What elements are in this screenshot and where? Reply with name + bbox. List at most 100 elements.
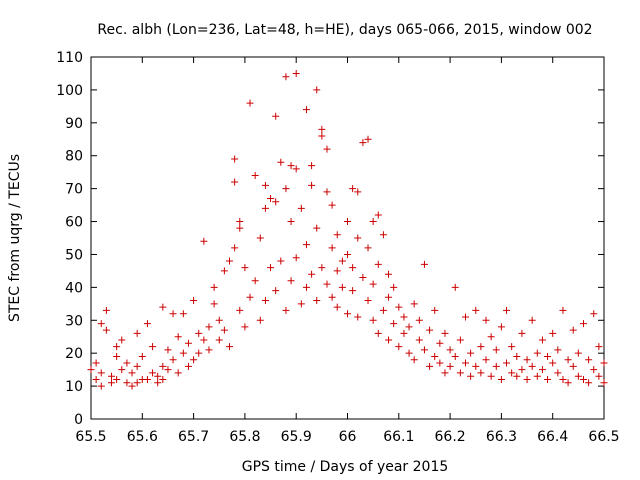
x-axis-label: GPS time / Days of year 2015 <box>242 459 449 475</box>
data-point <box>523 356 531 364</box>
data-point <box>379 306 387 314</box>
data-point <box>328 201 336 209</box>
data-point <box>118 366 126 374</box>
data-point <box>97 320 105 328</box>
data-point <box>220 326 228 334</box>
data-point <box>297 204 305 212</box>
data-point <box>497 323 505 331</box>
data-point <box>328 293 336 301</box>
data-point <box>133 329 141 337</box>
data-point <box>554 369 562 377</box>
data-point <box>420 346 428 354</box>
data-point <box>456 369 464 377</box>
data-point <box>205 323 213 331</box>
data-point <box>338 257 346 265</box>
data-point <box>282 185 290 193</box>
data-point <box>118 336 126 344</box>
data-point <box>518 329 526 337</box>
data-point <box>405 349 413 357</box>
data-point <box>164 346 172 354</box>
data-point <box>256 316 264 324</box>
y-tick-label: 40 <box>65 280 83 296</box>
data-point <box>210 300 218 308</box>
data-point <box>149 343 157 351</box>
data-point <box>159 303 167 311</box>
data-point <box>492 346 500 354</box>
y-tick-label: 30 <box>65 313 83 329</box>
data-point <box>313 86 321 94</box>
data-point <box>400 329 408 337</box>
data-point <box>128 382 136 390</box>
data-point <box>477 343 485 351</box>
data-point <box>467 349 475 357</box>
data-point <box>231 244 239 252</box>
data-point <box>313 224 321 232</box>
data-point <box>184 362 192 370</box>
data-point <box>544 376 552 384</box>
data-point <box>251 277 259 285</box>
y-tick-label: 90 <box>65 116 83 132</box>
data-point <box>441 329 449 337</box>
data-point <box>308 181 316 189</box>
y-tick-label: 100 <box>56 83 83 99</box>
data-point <box>272 198 280 206</box>
data-point <box>420 260 428 268</box>
data-point <box>287 218 295 226</box>
data-point <box>164 366 172 374</box>
data-point <box>231 178 239 186</box>
data-point <box>338 283 346 291</box>
data-point <box>569 326 577 334</box>
data-point <box>261 297 269 305</box>
data-point <box>97 369 105 377</box>
data-point <box>533 349 541 357</box>
data-point <box>102 306 110 314</box>
data-point <box>246 293 254 301</box>
data-point <box>467 372 475 380</box>
data-point <box>354 313 362 321</box>
data-point <box>287 277 295 285</box>
data-point <box>236 306 244 314</box>
data-point <box>195 349 203 357</box>
y-tick-label: 10 <box>65 379 83 395</box>
x-tick-label: 66.5 <box>588 429 619 445</box>
data-point <box>349 185 357 193</box>
data-point <box>379 231 387 239</box>
data-point <box>282 73 290 81</box>
data-point <box>226 257 234 265</box>
data-point <box>318 264 326 272</box>
data-point <box>569 362 577 370</box>
data-point <box>436 339 444 347</box>
data-point <box>308 162 316 170</box>
data-point <box>87 366 95 374</box>
data-point <box>426 362 434 370</box>
x-tick-label: 65.5 <box>75 429 106 445</box>
data-point <box>518 366 526 374</box>
data-point <box>97 382 105 390</box>
data-point <box>374 211 382 219</box>
data-point <box>585 379 593 387</box>
data-point <box>205 346 213 354</box>
data-point <box>579 376 587 384</box>
data-point <box>292 165 300 173</box>
data-point <box>261 181 269 189</box>
data-point <box>267 195 275 203</box>
data-point <box>574 372 582 380</box>
data-point <box>210 283 218 291</box>
x-axis: 65.5 65.6 65.7 65.8 65.9 66 66.1 66.2 66.3 66.4 66… <box>75 57 620 445</box>
y-tick-label: 110 <box>56 50 83 66</box>
plot-frame <box>90 56 605 420</box>
data-point <box>374 329 382 337</box>
data-point <box>241 264 249 272</box>
data-point <box>554 346 562 354</box>
data-point <box>159 376 167 384</box>
data-point <box>302 283 310 291</box>
x-tick-label: 66.2 <box>435 429 466 445</box>
data-point <box>528 362 536 370</box>
data-point <box>405 323 413 331</box>
data-point <box>472 306 480 314</box>
data-point <box>226 343 234 351</box>
data-point <box>328 244 336 252</box>
data-point <box>349 287 357 295</box>
data-point <box>564 356 572 364</box>
